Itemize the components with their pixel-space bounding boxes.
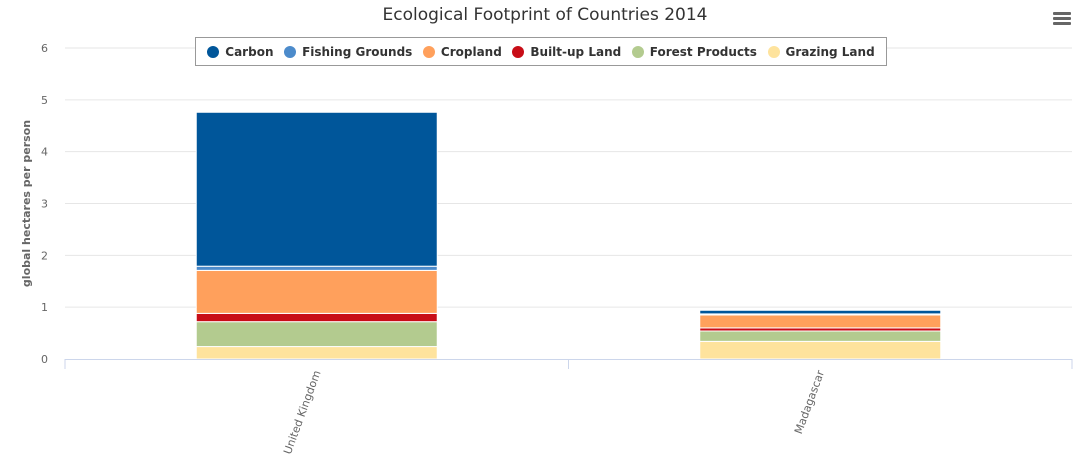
y-axis-title: global hectares per person — [20, 120, 33, 287]
legend-item[interactable]: Built-up Land — [512, 45, 621, 59]
legend-marker-icon — [767, 45, 780, 58]
bar-segment-forest-products — [195, 321, 438, 348]
legend-item[interactable]: Forest Products — [631, 44, 757, 59]
bar-segment-cropland — [195, 269, 438, 314]
legend-marker-icon — [631, 45, 644, 58]
legend-label: Forest Products — [649, 44, 757, 59]
legend-marker-icon — [512, 45, 525, 58]
legend-label: Carbon — [225, 44, 274, 59]
y-tick-label: 1 — [41, 301, 48, 314]
y-tick-label: 4 — [41, 146, 48, 159]
bar-segment-grazing-land — [195, 346, 438, 360]
legend-marker-icon — [422, 45, 435, 58]
bar-segment-carbon — [699, 309, 942, 315]
legend-item[interactable]: Cropland — [422, 44, 502, 59]
legend-label: Built-up Land — [530, 44, 622, 59]
y-tick-label: 0 — [41, 353, 48, 366]
legend-item[interactable]: Carbon — [207, 45, 273, 59]
bar-segment-cropland — [699, 314, 942, 329]
x-tick-label: United Kingdom — [281, 369, 323, 456]
bar-segment-built-up-land — [195, 312, 438, 323]
legend: Carbon Fishing Grounds Cropland Built-up La… — [195, 37, 887, 66]
y-tick-label: 3 — [41, 198, 48, 211]
bar-segment-grazing-land — [699, 340, 942, 360]
hamburger-menu-icon[interactable] — [1053, 10, 1071, 26]
legend-label: Cropland — [440, 44, 502, 59]
bar-segment-fishing-grounds — [195, 265, 438, 271]
y-tick-label: 6 — [41, 42, 48, 55]
y-tick-label: 5 — [41, 94, 48, 107]
chart-title: Ecological Footprint of Countries 2014 — [382, 5, 708, 25]
legend-marker-icon — [284, 45, 297, 58]
legend-item[interactable]: Grazing Land — [767, 44, 875, 59]
legend-item[interactable]: Fishing Grounds — [284, 45, 412, 59]
x-tick-label: Madagascar — [792, 368, 827, 436]
y-tick-label: 2 — [41, 249, 48, 262]
bar-segment-carbon — [195, 111, 438, 267]
legend-label: Grazing Land — [785, 44, 875, 59]
bar-segment-forest-products — [699, 330, 942, 342]
legend-marker-icon — [207, 45, 220, 58]
legend-label: Fishing Grounds — [302, 44, 413, 59]
